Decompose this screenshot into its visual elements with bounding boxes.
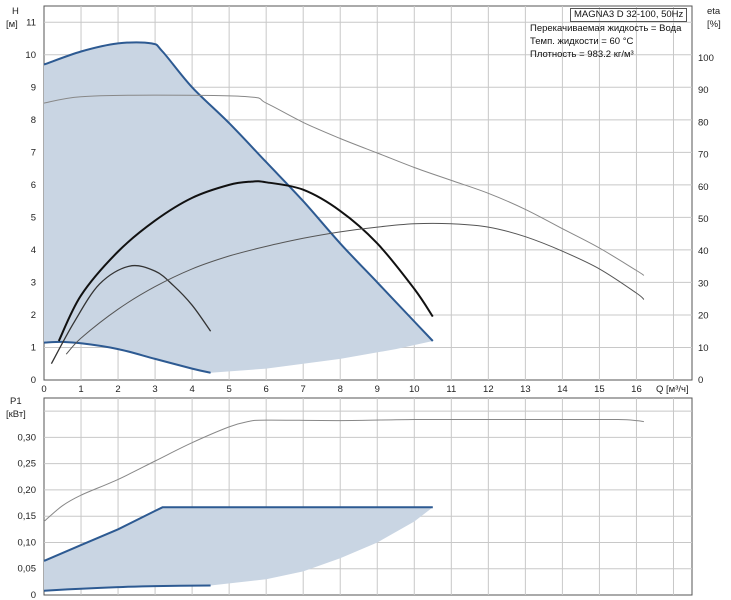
y-tick-label: 11 bbox=[26, 17, 36, 28]
x-tick-label: 4 bbox=[189, 384, 194, 395]
series-head-curve-3 bbox=[57, 180, 434, 342]
y2-tick-label: 0 bbox=[698, 375, 703, 386]
x-tick-label: 13 bbox=[520, 384, 531, 395]
y2-tick-label: 100 bbox=[698, 53, 714, 64]
power-y-axis-unit: [кВт] bbox=[6, 409, 26, 420]
y2-tick-label: 30 bbox=[698, 278, 709, 289]
y-tick-label: 6 bbox=[31, 180, 36, 191]
y-axis-unit: [м] bbox=[6, 19, 18, 30]
power-series-power-max-0 bbox=[43, 418, 644, 522]
power-y-tick-label: 0,05 bbox=[18, 564, 37, 575]
y-tick-label: 1 bbox=[31, 342, 36, 353]
power-y-tick-label: 0,30 bbox=[18, 432, 37, 443]
power-chart: 0 0,05 0,10 0,15 0,20 0,25 0,30 P1 [кВт] bbox=[6, 396, 693, 600]
series-efficiency-min-6 bbox=[65, 222, 645, 355]
y2-tick-label: 10 bbox=[698, 343, 709, 354]
y-tick-label: 7 bbox=[31, 147, 36, 158]
pump-model: MAGNA3 D 32-100, 50Hz bbox=[570, 8, 688, 22]
power-y-tick-label: 0,20 bbox=[18, 485, 37, 496]
x-tick-label: 11 bbox=[446, 384, 456, 395]
liquid-info: Перекачиваемая жидкость = Вода bbox=[530, 23, 682, 34]
series-efficiency-max-5 bbox=[43, 94, 645, 276]
power-y-tick-label: 0,25 bbox=[18, 459, 37, 470]
power-y-tick-label: 0,10 bbox=[18, 537, 37, 548]
y-tick-label: 10 bbox=[25, 50, 36, 61]
power-series-envelope-min-2 bbox=[43, 584, 211, 592]
power-y-axis-label: P1 bbox=[10, 396, 22, 407]
y2-tick-label: 20 bbox=[698, 311, 709, 322]
x-tick-label: 7 bbox=[301, 384, 306, 395]
x-tick-label: 15 bbox=[594, 384, 605, 395]
x-tick-label: 9 bbox=[375, 384, 380, 395]
y-tick-label: 0 bbox=[31, 375, 36, 386]
power-area-fill bbox=[44, 507, 433, 591]
y-axis-label: H bbox=[12, 6, 19, 17]
y2-axis-unit: [%] bbox=[707, 19, 721, 30]
y2-tick-label: 70 bbox=[698, 150, 709, 161]
y-tick-label: 3 bbox=[31, 277, 36, 288]
power-y-tick-label: 0 bbox=[31, 590, 36, 600]
x-tick-label: 14 bbox=[557, 384, 568, 395]
power-y-tick-label: 0,15 bbox=[18, 511, 37, 522]
y2-axis-label: eta bbox=[707, 6, 721, 17]
y-tick-label: 4 bbox=[31, 245, 36, 256]
y-tick-label: 9 bbox=[31, 82, 36, 93]
x-tick-label: 12 bbox=[483, 384, 494, 395]
x-tick-label: 3 bbox=[152, 384, 157, 395]
x-axis-label: Q [м³/ч] bbox=[656, 384, 689, 395]
y-tick-label: 5 bbox=[31, 212, 36, 223]
temperature-info: Темп. жидкости = 60 °C bbox=[530, 36, 634, 47]
y-tick-label: 2 bbox=[31, 310, 36, 321]
pump-info-box: MAGNA3 D 32-100, 50Hz Перекачиваемая жид… bbox=[530, 8, 688, 61]
x-tick-label: 10 bbox=[409, 384, 420, 395]
y2-tick-label: 50 bbox=[698, 214, 709, 225]
bottom-plot-frame bbox=[43, 397, 693, 596]
y-tick-label: 8 bbox=[31, 115, 36, 126]
operating-area-fill bbox=[44, 42, 433, 373]
y2-tick-label: 60 bbox=[698, 182, 709, 193]
series-envelope-max-0 bbox=[43, 41, 434, 342]
y2-tick-label: 40 bbox=[698, 246, 709, 257]
head-efficiency-chart: 0 1 2 3 4 5 6 7 8 9 10 11 12 13 14 15 160123456789101101… bbox=[6, 5, 721, 395]
density-info: Плотность = 983.2 кг/м³ bbox=[530, 49, 634, 60]
x-tick-label: 0 bbox=[41, 384, 46, 395]
x-tick-label: 2 bbox=[115, 384, 120, 395]
x-tick-label: 1 bbox=[78, 384, 83, 395]
y2-tick-label: 80 bbox=[698, 117, 709, 128]
x-tick-label: 6 bbox=[264, 384, 269, 395]
x-tick-label: 5 bbox=[226, 384, 231, 395]
power-series-envelope-max-1 bbox=[43, 506, 433, 562]
x-tick-label: 16 bbox=[631, 384, 642, 395]
y2-tick-label: 90 bbox=[698, 85, 709, 96]
series-head-curve-4 bbox=[50, 264, 212, 365]
x-tick-label: 8 bbox=[338, 384, 343, 395]
